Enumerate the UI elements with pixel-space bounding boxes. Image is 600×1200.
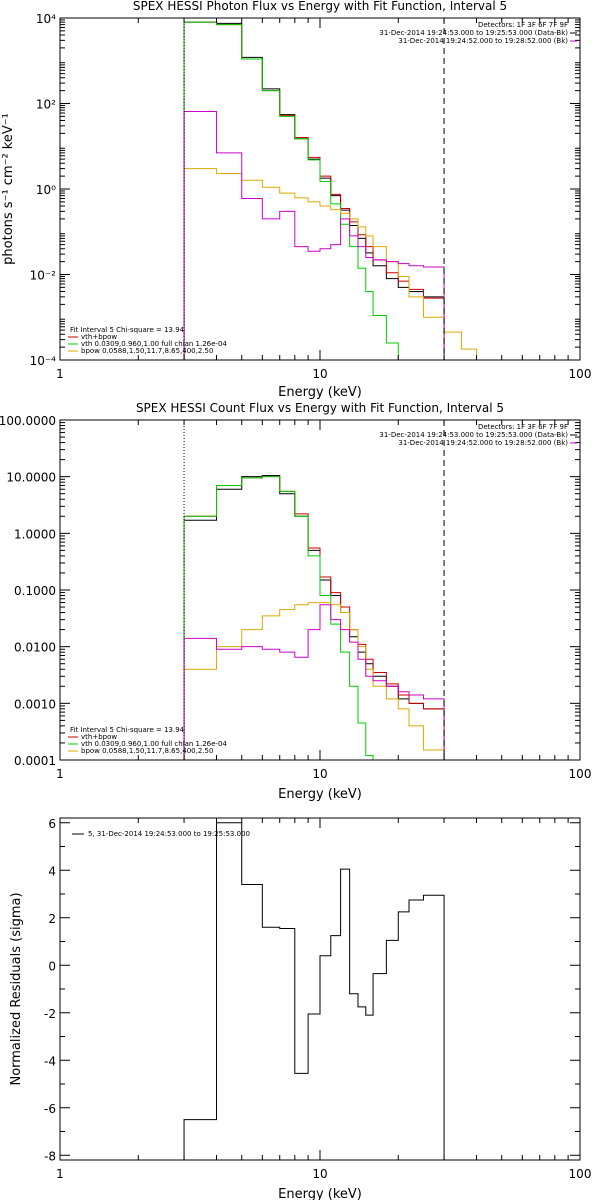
y-tick-label: -2 [44, 1007, 56, 1021]
series-1-line [183, 476, 445, 760]
chart-title: SPEX HESSI Count Flux vs Energy with Fit… [136, 401, 504, 415]
legend-header-line: 31-Dec-2014 19:24:52.000 to 19:28:52.000… [398, 37, 568, 45]
y-tick-label: 6 [48, 817, 56, 831]
y-tick-label: 0 [48, 959, 56, 973]
fit-info-line: Fit Interval 5 Chi-square = 13.94 [70, 326, 185, 334]
y-tick-label: 0.0010 [14, 697, 56, 711]
series-3-line [183, 168, 478, 360]
x-axis-label: Energy (keV) [278, 787, 362, 802]
fit-info-line: vth+bpow [81, 333, 117, 341]
fit-info-line: vth 0.0309,0.960,1.00 full chian 1.26e-0… [81, 340, 227, 348]
y-tick-label: 0.0100 [14, 641, 56, 655]
x-tick-label: 10 [312, 367, 327, 381]
legend-header-line: Detectors: 1F 3F 6F 7F 9F [478, 21, 568, 29]
series-4-line [183, 110, 445, 360]
plot-frame [59, 17, 581, 361]
series-0-line [183, 822, 445, 1160]
y-tick-label: 1.0000 [14, 527, 56, 541]
fit-info-line: vth+bpow [81, 733, 117, 741]
x-tick-label: 100 [569, 767, 592, 781]
series-0-line [183, 21, 445, 360]
x-tick-label: 100 [569, 1167, 592, 1181]
legend-header-line: 31-Dec-2014 19:24:53.000 to 19:25:53.000… [379, 431, 568, 439]
series-group [183, 21, 478, 360]
legend-header-line: 31-Dec-2014 19:24:53.000 to 19:25:53.000… [379, 29, 568, 37]
x-tick-label: 10 [312, 767, 327, 781]
y-axis-label: Normalized Residuals (sigma) [9, 892, 24, 1085]
x-tick-label: 10 [312, 1167, 327, 1181]
y-tick-label: 10⁻⁴ [30, 354, 57, 368]
series-3-line [183, 602, 445, 760]
chart-panel-photon: 1 10 100 10⁻⁴ 10⁻² 10⁰ 10² 10⁴ SPEX HESSI Photon… [1, 0, 591, 400]
y-tick-label: 10⁰ [36, 183, 56, 197]
fit-info-line: Fit Interval 5 Chi-square = 13.94 [70, 726, 185, 734]
series-0-line [183, 474, 445, 760]
y-tick-label: -8 [44, 1149, 56, 1163]
y-axis-label: photons s⁻¹ cm⁻² keV⁻¹ [1, 113, 16, 265]
y-tick-label: 10.0000 [6, 471, 56, 485]
y-tick-label: 4 [48, 864, 56, 878]
y-tick-label: 100.0000 [0, 414, 56, 428]
x-tick-label: 1 [56, 1167, 64, 1181]
x-axis-label: Energy (keV) [278, 385, 362, 400]
fit-info-line: bpow 0.0588,1.50,11.7,8.65,400,2.50 [81, 747, 213, 755]
y-tick-label: 10⁻² [30, 269, 57, 283]
y-tick-label: -6 [44, 1102, 56, 1116]
chart-panel-resid: 1 10 100 -8 -6 -4 -2 0 2 4 6 Energy (keV) Normalized… [9, 817, 591, 1200]
series-2-line [183, 21, 410, 360]
fit-info-line: vth 0.0309,0.960,1.00 full chian 1.26e-0… [81, 740, 227, 748]
y-tick-label: -4 [44, 1054, 56, 1068]
y-tick-label: 0.1000 [14, 584, 56, 598]
fit-info-line: bpow 0.0588,1.50,11.7,8.65,400,2.50 [81, 347, 213, 355]
series-group [183, 822, 445, 1160]
chart-panel-count: 1 10 100 0.0001 0.0010 0.0100 0.1000 1.0000 10.0… [0, 401, 591, 802]
series-2-line [183, 476, 374, 760]
series-1-line [183, 21, 445, 360]
y-tick-label: 0.0001 [14, 754, 56, 768]
series-4-line [183, 604, 445, 760]
legend-entry: 5, 31-Dec-2014 19:24:53.000 to 19:25:53.… [88, 830, 250, 838]
y-tick-label: 2 [48, 912, 56, 926]
legend-header-line: 31-Dec-2014 19:24:52.000 to 19:28:52.000… [398, 439, 568, 447]
x-tick-label: 1 [56, 367, 64, 381]
x-tick-label: 1 [56, 767, 64, 781]
chart-title: SPEX HESSI Photon Flux vs Energy with Fi… [133, 0, 507, 13]
legend-header-line: Detectors: 1F 3F 6F 7F 9F [478, 423, 568, 431]
y-tick-label: 10² [36, 98, 56, 112]
x-axis-label: Energy (keV) [278, 1187, 362, 1200]
x-tick-label: 100 [569, 367, 592, 381]
series-group [183, 474, 445, 760]
y-tick-label: 10⁴ [36, 12, 56, 26]
